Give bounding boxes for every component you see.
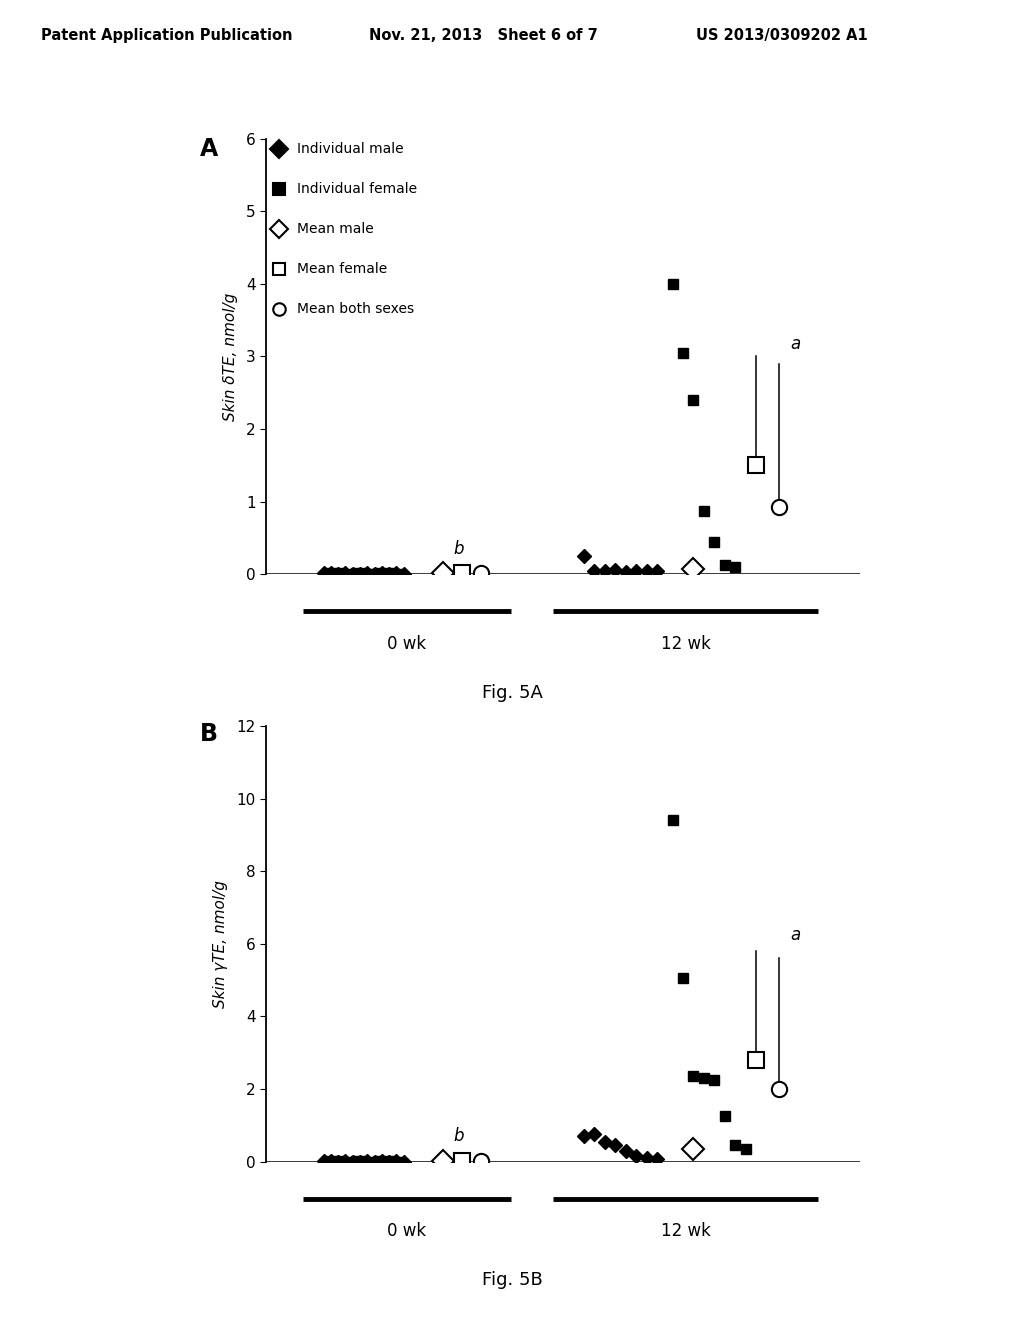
Text: Mean female: Mean female [298, 263, 388, 276]
Text: 12 wk: 12 wk [660, 1222, 711, 1241]
Text: 0 wk: 0 wk [387, 1222, 426, 1241]
Text: Individual male: Individual male [298, 143, 404, 157]
Text: b: b [454, 1127, 464, 1146]
Text: B: B [200, 722, 218, 746]
Y-axis label: Skin γTE, nmol/g: Skin γTE, nmol/g [213, 880, 228, 1007]
Text: Individual female: Individual female [298, 182, 418, 197]
Text: Fig. 5B: Fig. 5B [481, 1271, 543, 1290]
Text: 12 wk: 12 wk [660, 635, 711, 653]
Text: a: a [791, 925, 801, 944]
Y-axis label: Skin δTE, nmol/g: Skin δTE, nmol/g [223, 292, 238, 421]
Text: Fig. 5A: Fig. 5A [481, 684, 543, 702]
Text: a: a [791, 335, 801, 352]
Text: 0 wk: 0 wk [387, 635, 426, 653]
Text: Mean male: Mean male [298, 222, 374, 236]
Text: Patent Application Publication: Patent Application Publication [41, 28, 293, 42]
Text: US 2013/0309202 A1: US 2013/0309202 A1 [696, 28, 868, 42]
Text: Mean both sexes: Mean both sexes [298, 302, 415, 317]
Text: b: b [454, 540, 464, 558]
Text: A: A [200, 137, 218, 161]
Text: Nov. 21, 2013   Sheet 6 of 7: Nov. 21, 2013 Sheet 6 of 7 [369, 28, 597, 42]
